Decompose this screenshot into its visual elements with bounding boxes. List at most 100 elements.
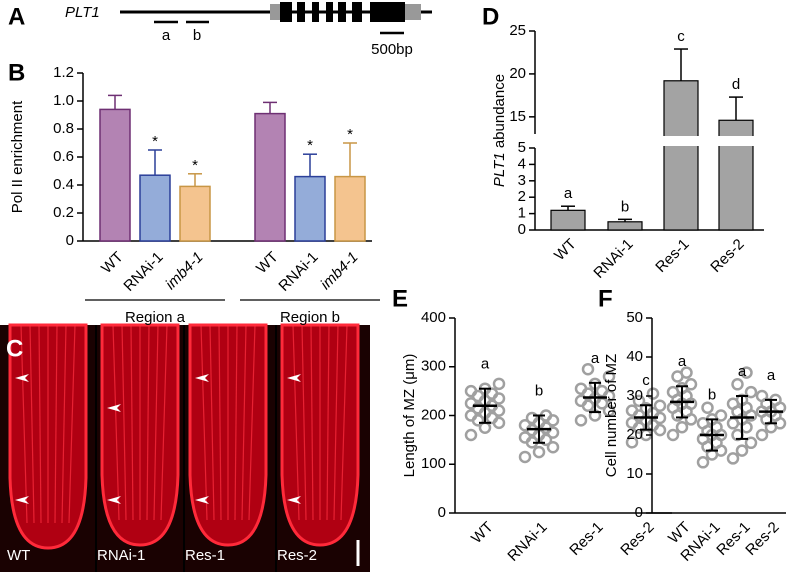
x-tick-label: Res-2	[617, 519, 657, 559]
y-tick-label: 100	[421, 455, 446, 472]
bar	[607, 221, 643, 231]
significance-letter: a	[564, 185, 573, 202]
data-point	[546, 440, 560, 454]
y-tick-label: 0	[438, 504, 446, 521]
region-label: b	[193, 27, 201, 44]
x-tick-label: WT	[468, 519, 497, 548]
data-point	[492, 377, 506, 391]
y-tick-label: 1	[518, 205, 526, 222]
data-point	[701, 401, 714, 414]
x-tick-label: WT	[98, 249, 127, 278]
cell-file	[292, 324, 300, 521]
significance-letter: a	[591, 350, 600, 367]
panel-label: A	[8, 3, 25, 30]
cell-file	[333, 324, 339, 521]
y-tick-label: 0.6	[53, 148, 74, 165]
data-point	[464, 428, 478, 442]
cell-file	[112, 324, 120, 521]
data-point	[625, 416, 639, 430]
cell-file	[248, 324, 256, 521]
significance-letter: a	[481, 356, 490, 373]
y-tick-label: 20	[626, 426, 643, 443]
data-point	[464, 409, 478, 422]
y-tick-label: 5	[518, 139, 526, 156]
data-point	[696, 456, 710, 469]
significance-letter: a	[738, 363, 747, 380]
panel-label: E	[392, 285, 408, 312]
micrograph	[0, 323, 370, 572]
data-point	[646, 387, 660, 400]
y-tick-label: 15	[509, 108, 526, 125]
arrowhead	[287, 374, 301, 382]
exon	[312, 2, 319, 22]
cell-file	[54, 324, 58, 524]
significance-letter: b	[535, 382, 543, 399]
image-label: Res-2	[277, 547, 317, 564]
bar	[179, 185, 211, 242]
data-point	[731, 378, 744, 391]
bar	[663, 80, 699, 231]
y-tick-label: 0.4	[53, 176, 74, 193]
cell-file	[310, 324, 314, 521]
x-tick-label: Res-1	[652, 236, 692, 276]
data-point	[653, 399, 667, 412]
bar	[334, 175, 366, 242]
panel-label: C	[6, 335, 23, 362]
bar	[550, 209, 586, 231]
exon	[370, 2, 405, 22]
group-label: Region a	[125, 309, 186, 326]
significance-letter: d	[732, 76, 740, 93]
utr	[270, 4, 280, 20]
significance-letter: a	[767, 367, 776, 384]
y-tick-label: 25	[509, 22, 526, 39]
data-point	[602, 404, 616, 417]
arrowhead	[107, 404, 121, 412]
arrowhead	[287, 496, 301, 504]
image-label: RNAi-1	[97, 547, 145, 564]
y-tick-label: 400	[421, 309, 446, 326]
y-tick-label: 0.2	[53, 204, 74, 221]
exon	[297, 2, 305, 22]
image-label: Res-1	[185, 547, 225, 564]
cell-file	[61, 324, 67, 524]
y-tick-label: 0	[66, 232, 74, 249]
cell-file	[301, 324, 307, 521]
y-axis-label-gene: PLT1	[491, 152, 508, 187]
x-tick-label: WT	[551, 236, 580, 265]
significance-letter: c	[642, 372, 650, 389]
y-tick-label: 200	[421, 406, 446, 423]
y-tick-label: 2	[518, 188, 526, 205]
arrowhead	[195, 496, 209, 504]
significance-letter: a	[678, 353, 687, 370]
y-tick-label: 1.0	[53, 92, 74, 109]
exon	[326, 2, 333, 22]
image-label: WT	[7, 547, 30, 564]
bar	[254, 112, 286, 242]
x-tick-label: RNAi-1	[590, 236, 636, 282]
cell-file	[326, 324, 330, 521]
data-point	[518, 431, 532, 444]
gene-diagram: PLT1 a b 500bp	[65, 2, 432, 58]
x-tick-label: imb4-1	[317, 249, 361, 293]
cell-file	[218, 324, 222, 521]
panel-label: B	[8, 59, 25, 86]
y-tick-label: 0.8	[53, 120, 74, 137]
cell-file	[68, 324, 76, 524]
y-tick-label: 10	[626, 465, 643, 482]
data-point	[684, 378, 698, 391]
cell-file	[209, 324, 215, 521]
y-tick-label: 20	[509, 65, 526, 82]
y-axis-label: Cell number of MZ	[603, 354, 620, 477]
x-tick-label: imb4-1	[162, 249, 206, 293]
significance-letter: b	[621, 198, 629, 215]
annotation: *	[192, 157, 198, 174]
y-tick-label: 30	[626, 387, 643, 404]
exon	[352, 2, 362, 22]
y-tick-label: 0	[635, 504, 643, 521]
cell-file	[200, 324, 208, 521]
data-point	[744, 385, 758, 399]
y-tick-label: 40	[626, 348, 643, 365]
data-point	[740, 366, 753, 379]
panel-label: D	[482, 3, 499, 30]
cell-file	[146, 324, 150, 521]
